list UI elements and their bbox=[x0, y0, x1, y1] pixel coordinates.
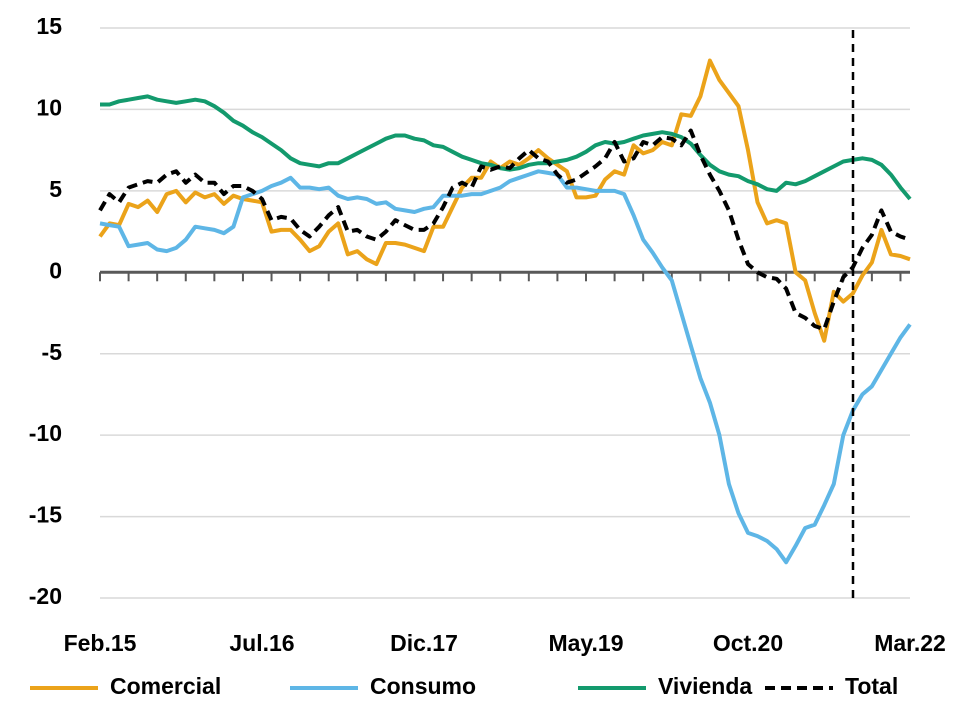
series-line bbox=[99, 169, 912, 565]
x-tick-label: Feb.15 bbox=[64, 630, 137, 656]
x-tick-label: Dic.17 bbox=[390, 630, 458, 656]
series-line bbox=[100, 94, 912, 201]
grid bbox=[99, 27, 910, 599]
x-tick-label: Jul.16 bbox=[229, 630, 294, 656]
legend-label: Vivienda bbox=[658, 673, 752, 699]
legend-label: Total bbox=[845, 673, 898, 699]
y-tick-label: 0 bbox=[49, 257, 62, 283]
y-tick-label: -5 bbox=[42, 339, 63, 365]
y-tick-label: -15 bbox=[29, 502, 62, 528]
y-tick-label: 10 bbox=[36, 95, 62, 121]
x-tick-label: May.19 bbox=[548, 630, 623, 656]
series-line bbox=[98, 58, 911, 343]
y-tick-label: 5 bbox=[49, 176, 62, 202]
legend-label: Consumo bbox=[370, 673, 476, 699]
x-tick-label: Mar.22 bbox=[874, 630, 946, 656]
y-tick-label: 15 bbox=[36, 13, 62, 39]
x-tick-label: Oct.20 bbox=[713, 630, 783, 656]
y-tick-label: -20 bbox=[29, 583, 62, 609]
legend-label: Comercial bbox=[110, 673, 221, 699]
series-line bbox=[98, 128, 911, 332]
y-tick-label: -10 bbox=[29, 420, 62, 446]
